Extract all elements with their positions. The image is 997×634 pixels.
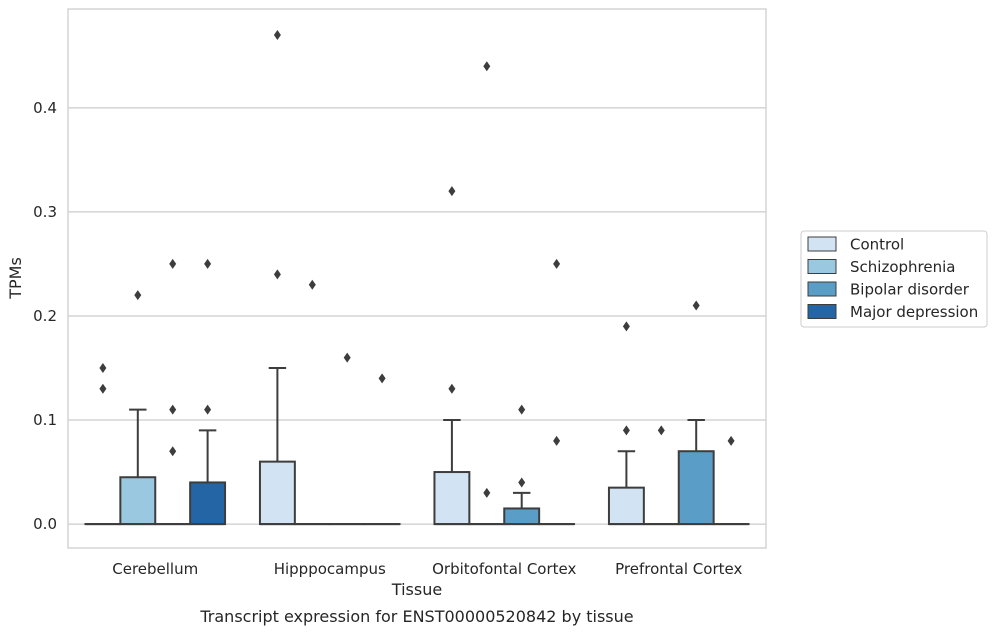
outlier-point <box>169 404 177 415</box>
legend: Control Schizophrenia Bipolar disorder Majo… <box>800 230 988 328</box>
box-group <box>503 404 541 526</box>
box-group <box>677 300 715 526</box>
legend-swatch <box>807 304 837 319</box>
outlier-point <box>169 446 177 457</box>
box-group <box>538 258 576 526</box>
box-body <box>433 471 471 526</box>
box-plot-marks <box>84 30 750 526</box>
x-tick-label: Prefrontal Cortex <box>615 560 742 578</box>
gridlines <box>68 107 766 525</box>
box-body <box>258 460 296 526</box>
box-body <box>119 476 157 526</box>
box-group <box>189 258 227 526</box>
y-tick-label: 0.0 <box>33 515 57 533</box>
outlier-point <box>483 487 491 498</box>
legend-label: Control <box>850 236 904 254</box>
y-axis-label: TPMs <box>6 257 25 300</box>
outlier-point <box>134 290 142 301</box>
box-group <box>607 321 645 526</box>
outlier-point <box>204 258 212 269</box>
outlier-point <box>622 321 630 332</box>
box-group <box>119 290 157 526</box>
outlier-point <box>273 269 281 280</box>
x-tick-label: Orbitofontal Cortex <box>432 560 576 578</box>
outlier-point <box>99 383 107 394</box>
outlier-point <box>273 30 281 41</box>
box-group <box>84 362 122 526</box>
outlier-point <box>727 435 735 446</box>
outlier-point <box>657 425 665 436</box>
legend-label: Schizophrenia <box>850 258 955 276</box>
chart-caption: Transcript expression for ENST0000052084… <box>199 607 633 626</box>
y-tick-label: 0.1 <box>33 411 57 429</box>
legend-label: Major depression <box>850 303 978 321</box>
outlier-point <box>553 258 561 269</box>
outlier-point <box>204 404 212 415</box>
box-group <box>468 61 506 526</box>
outlier-point <box>448 186 456 197</box>
plot-frame <box>67 8 767 549</box>
box-group <box>328 352 366 526</box>
x-tick-label: Cerebellum <box>112 560 198 578</box>
legend-swatch <box>807 281 837 297</box>
box-group <box>712 435 750 526</box>
x-axis-ticks: Cerebellum Hipppocampus Orbitofontal Corte… <box>112 560 742 578</box>
x-tick-label: Hipppocampus <box>274 560 386 578</box>
outlier-point <box>622 425 630 436</box>
y-tick-label: 0.3 <box>33 203 57 221</box>
y-tick-label: 0.2 <box>33 307 57 325</box>
x-axis-label: Tissue <box>391 580 442 599</box>
legend-swatch <box>807 259 837 274</box>
outlier-point <box>483 61 491 72</box>
box-body <box>189 481 227 526</box>
outlier-point <box>553 435 561 446</box>
outlier-point <box>308 279 316 290</box>
outlier-point <box>518 404 526 415</box>
outlier-point <box>692 300 700 311</box>
legend-frame <box>800 230 988 328</box>
y-tick-label: 0.4 <box>33 99 57 117</box>
legend-label: Bipolar disorder <box>850 281 970 299</box>
box-group <box>363 373 401 526</box>
outlier-point <box>448 383 456 394</box>
y-axis-ticks: 0.0 0.1 0.2 0.3 0.4 <box>33 99 57 533</box>
outlier-point <box>378 373 386 384</box>
outlier-point <box>99 362 107 373</box>
box-group <box>642 425 680 526</box>
outlier-point <box>343 352 351 363</box>
box-body <box>607 486 645 526</box>
box-group <box>258 30 296 526</box>
outlier-point <box>518 477 526 488</box>
box-group <box>433 186 471 526</box>
legend-swatch <box>807 236 837 252</box>
outlier-point <box>169 258 177 269</box>
box-body <box>503 507 541 526</box>
box-group <box>154 258 192 526</box>
box-body <box>677 450 715 526</box>
